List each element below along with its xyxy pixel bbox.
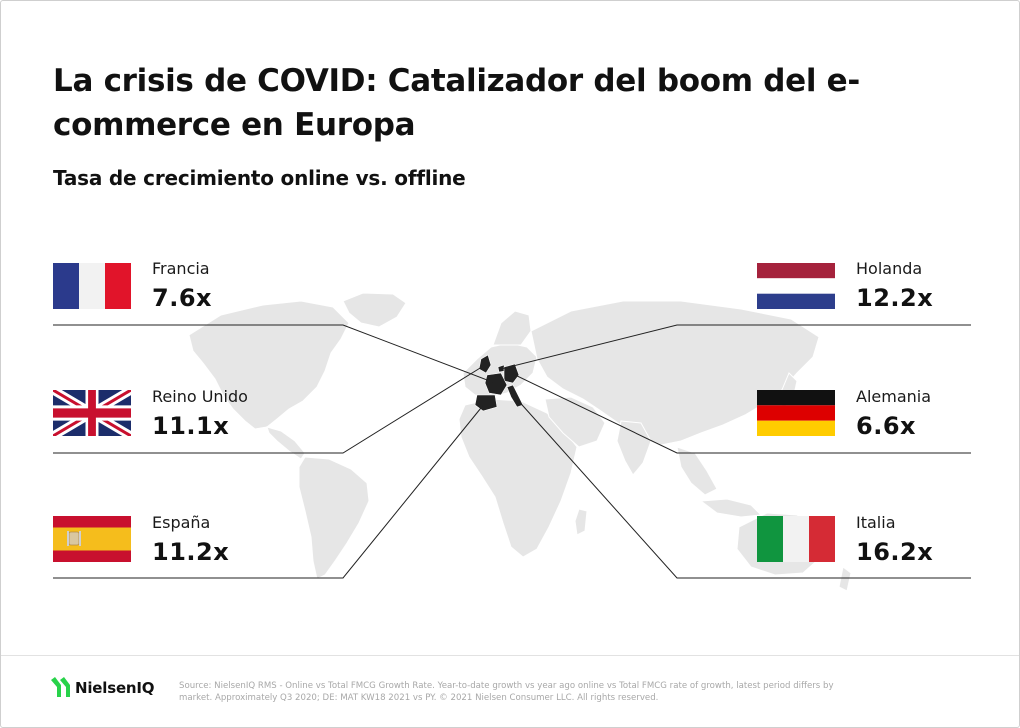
footer-divider bbox=[1, 655, 1019, 656]
country-name: España bbox=[152, 513, 211, 532]
flag-netherlands-icon bbox=[757, 263, 835, 309]
map-highlight-spain bbox=[474, 394, 498, 412]
world-map bbox=[53, 292, 971, 592]
map-scandinavia bbox=[492, 310, 532, 346]
country-value: 16.2x bbox=[856, 538, 934, 566]
map-middle-east bbox=[544, 396, 606, 448]
country-value: 7.6x bbox=[152, 284, 212, 312]
flag-france-icon bbox=[53, 263, 131, 309]
map-south-america bbox=[298, 456, 370, 580]
map-new-zealand bbox=[838, 566, 852, 592]
map-north-america bbox=[188, 300, 350, 430]
country-name: Holanda bbox=[856, 259, 923, 278]
flag-spain-icon bbox=[53, 516, 131, 562]
connector-espana bbox=[53, 402, 486, 579]
flag-uk-icon bbox=[53, 390, 131, 436]
country-name: Reino Unido bbox=[152, 387, 248, 406]
country-value: 12.2x bbox=[856, 284, 934, 312]
connector-italia bbox=[514, 396, 971, 579]
map-highlight-france bbox=[484, 372, 508, 396]
connector-francia bbox=[53, 324, 496, 384]
map-indonesia bbox=[699, 498, 763, 518]
country-name: Italia bbox=[856, 513, 896, 532]
flag-germany-icon bbox=[757, 390, 835, 436]
page-title: La crisis de COVID: Catalizador del boom… bbox=[53, 63, 860, 143]
country-name: Alemania bbox=[856, 387, 932, 406]
page-subtitle: Tasa de crecimiento online vs. offline bbox=[53, 166, 466, 190]
map-africa bbox=[458, 398, 578, 558]
map-greenland bbox=[342, 292, 407, 328]
map-asia bbox=[530, 300, 820, 446]
source-note: Source: NielsenIQ RMS - Online vs Total … bbox=[179, 681, 834, 703]
country-value: 11.2x bbox=[152, 538, 230, 566]
flag-italy-icon bbox=[757, 516, 835, 562]
map-india bbox=[616, 420, 652, 476]
country-name: Francia bbox=[152, 259, 210, 278]
map-southeast-asia bbox=[676, 446, 718, 496]
connector-reino-unido bbox=[53, 364, 486, 454]
country-value: 6.6x bbox=[856, 412, 916, 440]
connector-holanda bbox=[500, 324, 971, 370]
nielseniq-logo-icon bbox=[51, 677, 70, 697]
country-value: 11.1x bbox=[152, 412, 230, 440]
map-madagascar bbox=[574, 508, 588, 536]
logo-wordmark: NielsenIQ bbox=[75, 679, 155, 697]
connector-alemania bbox=[510, 372, 971, 454]
map-highlight-uk bbox=[478, 354, 492, 374]
map-central-america bbox=[266, 426, 306, 460]
